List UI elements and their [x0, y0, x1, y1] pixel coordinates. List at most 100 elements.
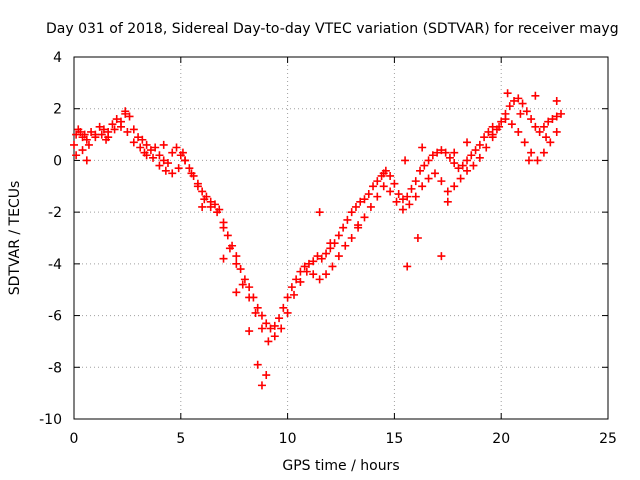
data-point: [245, 293, 254, 302]
data-point: [405, 200, 414, 209]
data-point: [328, 262, 337, 271]
chart-title: Day 031 of 2018, Sidereal Day-to-day VTE…: [46, 21, 619, 37]
data-point: [510, 96, 519, 105]
data-point: [84, 140, 93, 149]
data-point: [134, 133, 143, 142]
data-point: [458, 161, 467, 170]
data-point: [516, 109, 525, 118]
data-point: [480, 133, 489, 142]
data-point: [326, 239, 335, 248]
data-point: [275, 314, 284, 323]
data-point: [266, 324, 275, 333]
x-tick-label: 15: [385, 431, 403, 447]
data-point: [482, 143, 491, 152]
data-point: [369, 182, 378, 191]
data-point: [72, 130, 81, 139]
data-point: [497, 117, 506, 126]
data-point: [232, 259, 241, 268]
data-point: [522, 107, 531, 116]
data-point: [379, 182, 388, 191]
data-point: [360, 213, 369, 222]
data-point: [155, 161, 164, 170]
data-point: [539, 148, 548, 157]
data-point: [277, 324, 286, 333]
data-point: [80, 130, 89, 139]
data-point: [390, 179, 399, 188]
data-point: [437, 177, 446, 186]
data-point: [87, 127, 96, 136]
data-point: [518, 99, 527, 108]
data-point: [445, 153, 454, 162]
data-point: [138, 135, 147, 144]
data-point: [505, 102, 514, 111]
data-point: [354, 221, 363, 230]
data-point: [129, 138, 138, 147]
data-point: [351, 202, 360, 211]
data-point: [129, 125, 138, 134]
data-point: [193, 182, 202, 191]
data-point: [185, 164, 194, 173]
data-point: [413, 234, 422, 242]
data-point: [213, 208, 222, 217]
data-point: [296, 277, 305, 286]
series-1: [70, 94, 566, 333]
data-point: [334, 252, 343, 261]
data-point: [70, 140, 78, 149]
data-point: [72, 151, 81, 160]
data-point: [533, 156, 542, 165]
y-tick-label: 2: [53, 102, 62, 118]
data-point: [121, 107, 130, 116]
data-point: [463, 166, 472, 175]
x-tick-label: 5: [176, 431, 185, 447]
data-point: [420, 161, 429, 170]
data-point: [168, 148, 177, 157]
data-point: [262, 319, 271, 328]
data-point: [450, 182, 459, 191]
plot-frame: [73, 56, 609, 420]
data-point: [539, 122, 548, 131]
data-point: [95, 122, 104, 131]
data-point: [467, 151, 476, 160]
data-point: [163, 159, 172, 168]
data-point: [557, 109, 566, 118]
y-tick-label: -10: [39, 412, 62, 428]
data-point: [456, 174, 465, 183]
data-point: [364, 190, 373, 199]
data-point: [514, 127, 523, 136]
data-point: [527, 148, 536, 157]
data-point: [428, 151, 437, 160]
data-point: [520, 138, 529, 147]
data-point: [240, 275, 249, 284]
data-point: [302, 267, 311, 276]
data-point: [334, 231, 343, 240]
data-point: [292, 275, 301, 284]
data-point: [283, 308, 292, 317]
data-point: [108, 120, 117, 129]
data-point: [401, 156, 410, 165]
data-point: [411, 177, 420, 186]
data-point: [531, 91, 540, 100]
data-point: [398, 195, 407, 204]
data-point: [155, 151, 164, 160]
data-point: [251, 308, 260, 317]
data-point: [386, 187, 395, 196]
data-point: [398, 205, 407, 214]
data-point: [245, 283, 254, 292]
data-point: [309, 257, 318, 266]
data-point: [475, 140, 484, 149]
data-point: [309, 270, 318, 279]
data-point: [407, 184, 416, 193]
data-point: [313, 252, 322, 261]
data-point: [262, 371, 271, 380]
data-point: [433, 148, 442, 157]
data-point: [450, 159, 459, 168]
data-point: [403, 192, 412, 201]
data-point: [136, 143, 145, 152]
y-tick-label: -6: [48, 309, 62, 325]
x-tick-label: 20: [492, 431, 510, 447]
data-point: [347, 234, 356, 242]
data-point: [232, 252, 241, 261]
data-point: [104, 127, 113, 136]
data-point: [411, 192, 420, 201]
